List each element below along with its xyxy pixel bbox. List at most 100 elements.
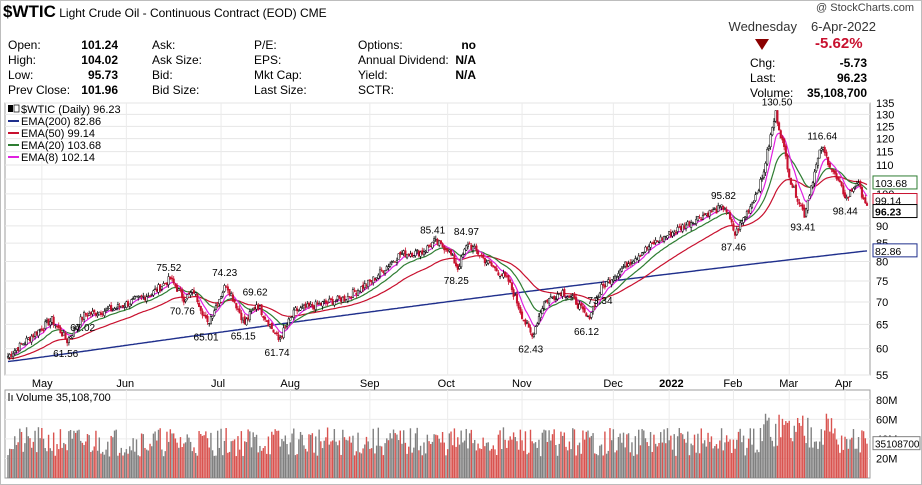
- candle-body: [351, 289, 355, 298]
- candle-body: [818, 149, 821, 159]
- candle-body: [864, 197, 867, 204]
- volume-bar: [489, 450, 491, 478]
- volume-bar: [154, 431, 156, 478]
- volume-bar: [266, 453, 268, 478]
- volume-bar: [254, 436, 256, 478]
- volume-bar: [365, 436, 368, 478]
- ema200-line: [7, 250, 868, 363]
- candle-body: [767, 146, 770, 149]
- candle-body: [734, 231, 737, 236]
- legend-swatch: [8, 105, 13, 112]
- quote-label: Mkt Cap:: [254, 68, 303, 82]
- candle-body: [346, 296, 349, 302]
- volume-bar: [475, 450, 478, 478]
- candle-body: [313, 305, 316, 310]
- candle-body: [279, 337, 282, 340]
- candle-body: [395, 260, 398, 263]
- quote-value: 95.73: [87, 68, 118, 82]
- volume-bar: [849, 439, 851, 478]
- candle-body: [585, 313, 588, 317]
- volume-bar: [666, 428, 669, 478]
- volume-bar: [759, 427, 762, 478]
- candle-body: [632, 261, 635, 264]
- candle-body: [453, 255, 456, 264]
- candle-body: [247, 317, 250, 320]
- volume-bar: [526, 454, 528, 478]
- candle-body: [282, 327, 285, 338]
- volume-bar: [291, 433, 293, 478]
- candle-body: [130, 299, 133, 305]
- candle-body: [187, 293, 190, 295]
- volume-bar: [301, 434, 303, 478]
- candle-body: [45, 319, 48, 322]
- volume-bar: [135, 439, 138, 478]
- candle-body: [854, 186, 857, 188]
- candle-body: [750, 203, 754, 209]
- candle-body: [328, 298, 331, 303]
- candle-body: [177, 288, 180, 291]
- candle-body: [365, 284, 368, 287]
- candle-body: [654, 240, 657, 244]
- candle-body: [449, 249, 453, 255]
- volume-bar: [805, 443, 807, 478]
- quote-value: N/A: [455, 68, 476, 82]
- volume-bar: [859, 452, 861, 478]
- candle-body: [340, 297, 343, 302]
- y-tick-label: 70: [876, 297, 888, 309]
- volume-bar: [416, 427, 418, 478]
- volume-bar: [839, 452, 841, 478]
- volume-bar: [20, 431, 23, 478]
- volume-bar: [328, 444, 330, 478]
- volume-bar: [49, 448, 51, 478]
- volume-bar: [321, 448, 324, 478]
- candle-body: [32, 334, 35, 337]
- candle-body: [287, 318, 290, 326]
- volume-bar: [487, 442, 489, 478]
- candle-body: [676, 227, 679, 232]
- volume-bar: [409, 428, 412, 478]
- candle-body: [779, 130, 782, 139]
- candle-body: [857, 182, 860, 185]
- candle-body: [98, 311, 101, 316]
- volume-bar: [732, 439, 735, 478]
- volume-bar: [653, 434, 655, 478]
- x-month-label: Oct: [438, 378, 455, 390]
- candle-body: [651, 242, 654, 245]
- copyright: @ StockCharts.com: [816, 2, 914, 14]
- volume-bar: [441, 431, 444, 478]
- volume-bar: [866, 443, 868, 478]
- candle-body: [198, 302, 201, 308]
- volume-bar: [497, 434, 500, 478]
- candle-body: [387, 266, 390, 269]
- volume-bar: [211, 450, 214, 478]
- volume-bar: [78, 429, 80, 478]
- volume-bar: [308, 434, 310, 478]
- volume-bar: [88, 435, 90, 478]
- volume-bar: [222, 455, 224, 478]
- last-volume-tag-box: [872, 436, 921, 451]
- candle-body: [847, 196, 850, 198]
- volume-bar: [753, 428, 755, 478]
- legend-swatch: [13, 104, 20, 113]
- candle-body: [57, 325, 60, 328]
- candle-body: [59, 327, 62, 334]
- candle-body: [25, 337, 28, 345]
- volume-bar: [739, 428, 741, 478]
- candle-body: [820, 148, 823, 151]
- volume-bar: [714, 446, 716, 478]
- candle-body: [412, 255, 415, 258]
- candle-body: [701, 214, 705, 220]
- candle-body: [656, 240, 659, 243]
- candle-body: [42, 329, 45, 331]
- candle-body: [683, 225, 686, 229]
- candle-body: [576, 303, 579, 309]
- volume-bar: [107, 441, 109, 478]
- volume-bar: [201, 435, 204, 478]
- candle-body: [473, 246, 476, 249]
- candle-body: [778, 122, 781, 131]
- candle-body: [253, 307, 256, 309]
- volume-bar: [51, 450, 53, 478]
- volume-bar: [856, 448, 858, 478]
- candle-body: [255, 304, 258, 310]
- candle-body: [544, 300, 547, 302]
